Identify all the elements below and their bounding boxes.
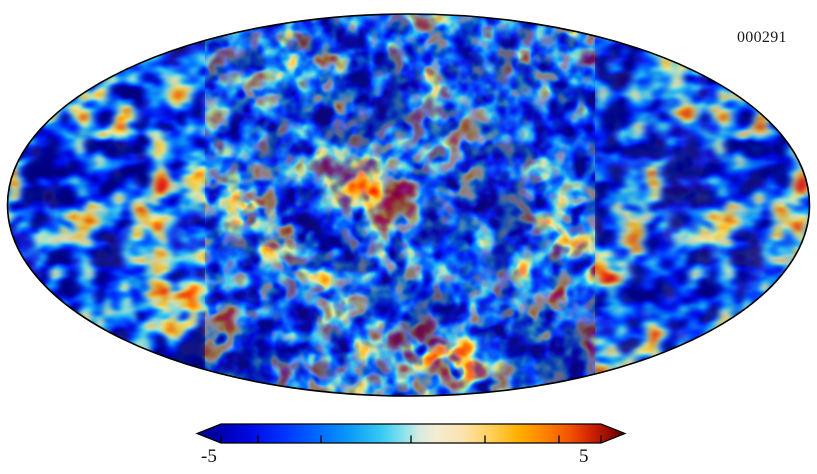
cmb-sky-map <box>5 12 812 398</box>
figure-label: 000291 <box>737 29 787 46</box>
colorbar: -5 5 <box>195 421 627 473</box>
sky-map-canvas <box>6 13 811 397</box>
colorbar-ticks <box>220 435 602 443</box>
colorbar-canvas <box>195 423 627 444</box>
colorbar-max-label: 5 <box>579 446 589 467</box>
mollweide-outline <box>6 13 811 397</box>
colorbar-min-label: -5 <box>201 446 217 467</box>
